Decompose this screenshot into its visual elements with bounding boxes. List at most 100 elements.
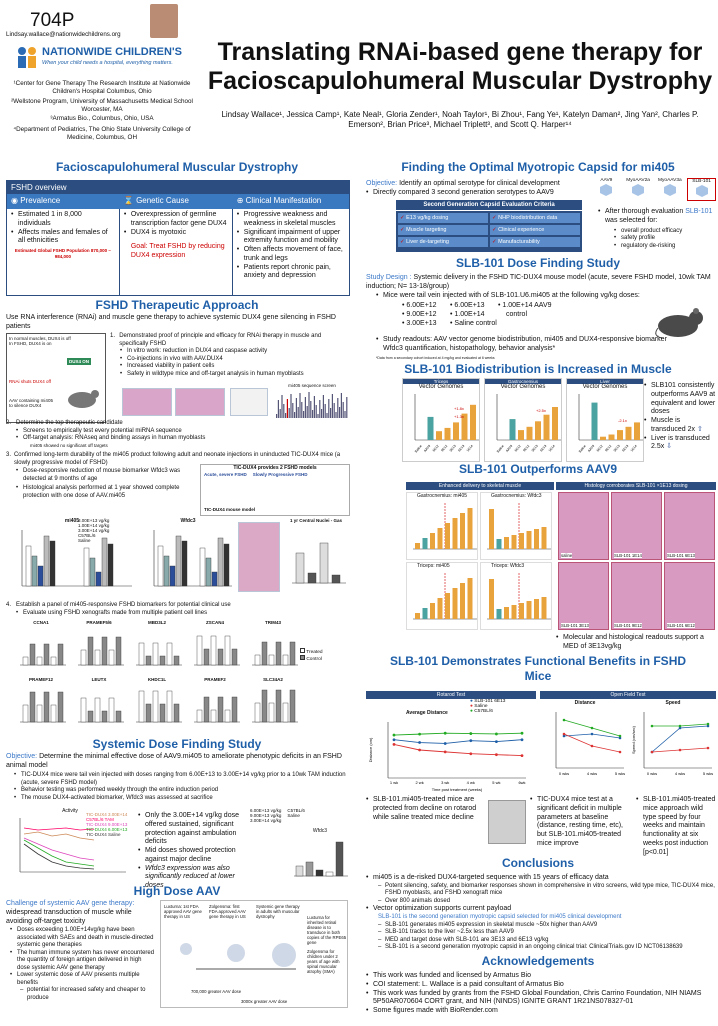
biodist-tick: AAV9 — [587, 444, 595, 453]
histology-image: SLB-101 1E14 — [611, 492, 662, 560]
genetic-header: ⌛ Genetic Cause — [123, 196, 189, 205]
outperf-bar — [489, 509, 494, 549]
outperf-charts: Gastrocnemius: mi405 Gastrocnemius: Wfdc3… — [406, 492, 554, 632]
outperf-bar — [460, 513, 465, 549]
biomarker-bar — [166, 690, 173, 723]
outperf-bar — [467, 508, 473, 549]
activity-series-line — [23, 831, 95, 841]
biomarker-bar — [203, 648, 210, 666]
biomarker-bar — [138, 690, 145, 723]
biomarker-bar — [159, 703, 166, 723]
logo-tagline: When your child needs a hospital, everyt… — [42, 60, 173, 66]
biomarker-bar — [80, 649, 87, 666]
biomarker-chart: PRAMEF12 — [14, 677, 68, 731]
step3-bar — [25, 545, 32, 587]
biomarker-bar — [289, 641, 296, 666]
sdf-findings: Only the 3.00E+14 vg/kg dose offered sus… — [138, 812, 250, 891]
rotarod-xlabel: Time post treatment (weeks) — [432, 787, 483, 792]
mouse-icon — [655, 308, 703, 339]
biomarker-chart: PRAMEF5/6 — [72, 620, 126, 674]
central-nuclei-bar — [319, 542, 329, 584]
openfield-tick: 5 wks — [615, 771, 625, 776]
biodist-bar — [518, 430, 524, 440]
biodist-bar — [470, 404, 476, 440]
western-blot — [230, 388, 268, 416]
biomarker-bar — [138, 642, 145, 666]
biodist-tick: 3E13 — [449, 444, 457, 453]
biomarker-bar — [108, 649, 115, 666]
biomarker-bar — [108, 697, 115, 723]
outperf-right-head: Histology corroborates SLB-101 ×1E13 dos… — [556, 482, 716, 490]
wfdc3-bar — [305, 861, 314, 877]
step3-bar — [217, 537, 224, 587]
ack-list: This work was funded and licensed by Arm… — [366, 972, 716, 1016]
approach-step4: 4. Establish a panel of mi405-responsive … — [6, 602, 350, 617]
outperf-histology: saline SLB-101 1E14 SLB-101 6E13 SLB-101 3E… — [558, 492, 716, 632]
wfdc3-bar — [295, 865, 304, 877]
biomarker-chart: SLC34A2 — [246, 677, 300, 731]
biomarker-bar — [115, 636, 122, 666]
biomarker-chart: PRAMEF2 — [188, 677, 242, 731]
dna-icon: ⌛ — [123, 196, 134, 205]
biomarker-title: SLC34A2 — [263, 677, 283, 682]
wfdc3-bar — [335, 841, 344, 877]
biomarker-bar — [196, 709, 203, 723]
biomarker-bar — [145, 703, 152, 723]
biodist-bar — [634, 422, 640, 440]
biodist-tick: 6E13 — [457, 444, 465, 453]
biodist-tick: 9E12 — [522, 444, 530, 453]
biomarker-bar — [87, 710, 94, 723]
clinical-header: ⊕ Clinical Manifestation — [236, 196, 322, 205]
biomarker-bar — [217, 648, 224, 666]
biodist-bar — [509, 419, 516, 440]
email[interactable]: Lindsay.wallace@nationwidechildrens.org — [6, 31, 121, 38]
biodist-panel-head: Gastrocnemius — [485, 379, 561, 384]
down-arrow-icon: ⇩ — [666, 443, 673, 451]
biomarker-bar — [275, 641, 282, 666]
biomarker-bar — [101, 710, 108, 723]
biomarker-title: KHDC1L — [147, 677, 167, 682]
bio-items: SLB101 consistently outperforms AAV9 at … — [644, 382, 716, 452]
biomarker-bar — [29, 643, 36, 666]
fold-label: +1.3x — [454, 414, 464, 419]
biomarker-bar — [22, 656, 29, 666]
biomarker-bar — [50, 704, 57, 723]
histology-label: SLB-101 3E13 — [561, 623, 589, 628]
step3-bar — [107, 543, 114, 587]
biomarker-bar — [43, 691, 50, 723]
outperf-chart: Triceps: Wfdc3 — [480, 562, 552, 630]
biodist-bar — [543, 414, 550, 440]
biomarker-bar — [289, 689, 296, 723]
outperf-chart-title: Gastrocnemius: mi405 — [417, 493, 468, 499]
biomarker-chart: ZSCAN4 — [188, 620, 242, 674]
biodist-bar — [453, 422, 459, 440]
outperf-bar — [504, 607, 509, 619]
capsid-icon — [663, 184, 676, 196]
func-right-head: Open Field Test — [540, 691, 716, 699]
step3-bar — [49, 540, 56, 587]
outperf-bar — [534, 599, 539, 619]
step3-bar — [37, 565, 44, 587]
openfield-distance-chart: Distance 0 wks 4 wks 5 wks — [555, 700, 626, 776]
section-title-ack: Acknowledgements — [481, 954, 595, 968]
section-title-dose: SLB-101 Dose Finding Study — [455, 256, 620, 270]
step3-bar — [199, 547, 206, 587]
rotarod-series-line — [393, 732, 523, 736]
prevalence-header: ◉ Prevalence — [11, 196, 61, 205]
biomarker-bar — [101, 636, 108, 666]
biomarker-bar — [203, 696, 210, 723]
histology-label: SLB-101 6E13 — [667, 553, 695, 558]
outperf-bar — [437, 528, 443, 549]
rotarod-point — [520, 731, 524, 735]
screen-bar — [342, 402, 344, 418]
biomarker-bar — [115, 710, 122, 723]
biodist-tick: 3E13 — [613, 444, 621, 453]
openfield-tick: 0 wks — [559, 771, 569, 776]
biodist-tick: 6E13 — [621, 444, 629, 453]
step3-chart-legend: 3.00E+13 vg/kg 1.00E+14 vg/kg 3.00E+14 vg/… — [78, 518, 110, 543]
histology-image: SLB-101 6E13 — [664, 492, 715, 560]
rotarod-tick: 1 wk — [390, 780, 398, 785]
step3-histology — [238, 522, 280, 592]
step3-bar — [205, 557, 212, 587]
section-title-outperf: SLB-101 Outperforms AAV9 — [458, 462, 618, 476]
